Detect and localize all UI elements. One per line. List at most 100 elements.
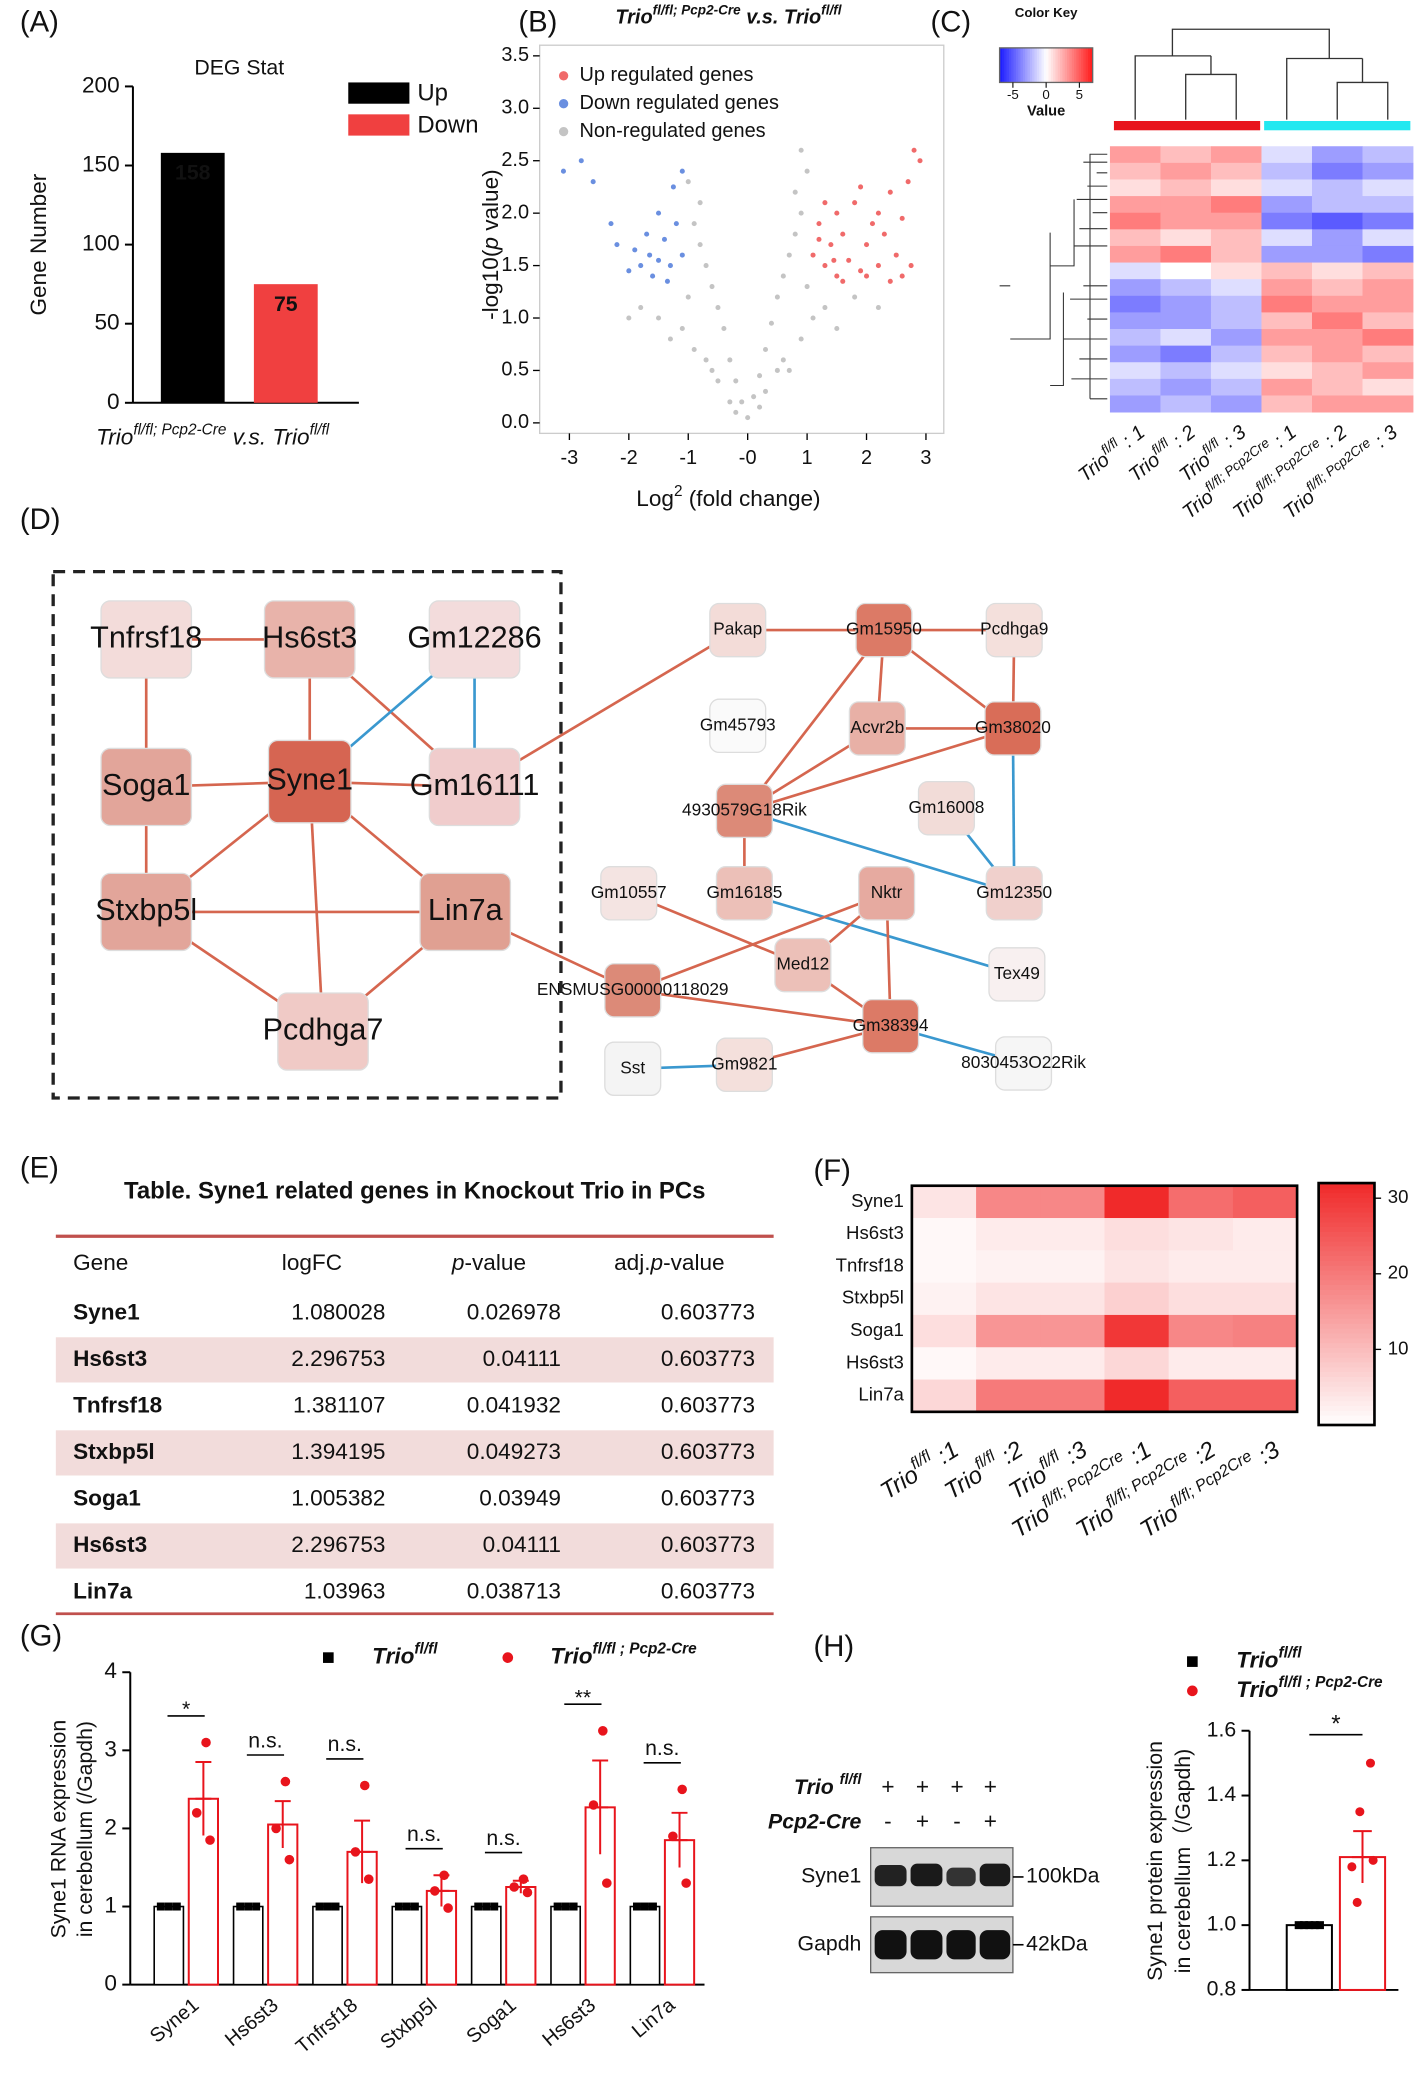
heat-cell [1160,162,1212,180]
heat-cell [1261,245,1313,263]
color-key-step [1055,47,1059,83]
color-key-step [1090,47,1094,83]
table-cell: 1.381107 [293,1392,386,1417]
panel-label: (F) [814,1155,851,1187]
point [834,210,840,216]
blot-row-label: Pcp2-Cre [768,1809,861,1833]
network-node [428,747,521,827]
heat-cell [1261,212,1313,230]
table-cell: 0.603773 [661,1392,755,1417]
heat-cell [1168,1347,1234,1380]
network-node [985,602,1043,658]
color-key-step [1043,47,1047,83]
network-node-label: Gm16185 [706,882,782,902]
x-tick-label: 3 [920,447,931,469]
heat-cell [1311,262,1363,280]
point [869,221,875,227]
network-node [600,866,658,921]
band-name: Gapdh [798,1931,862,1955]
color-key-title: Color Key [1015,5,1078,20]
network-node [709,602,767,658]
point [172,1902,181,1911]
annotation: n.s. [645,1736,679,1760]
group-bar [1113,120,1261,131]
legend-marker [558,99,569,109]
heat-cell [1311,378,1363,396]
y-axis-label: Gene Number [26,173,51,315]
point [590,179,596,185]
colorbar-step [1318,1313,1375,1319]
colorbar-step [1318,1250,1375,1257]
x-axis-label: Triofl/fl; Pcp2-Cre v.s. Triofl/fl [96,421,330,449]
point [780,273,786,279]
point [638,305,644,311]
table-cell: 2.296753 [291,1346,385,1371]
color-key-step [1060,47,1063,83]
blot-sign: + [916,1808,929,1833]
bar [232,1905,264,1986]
point [1310,1921,1319,1930]
color-key-step [1032,47,1035,83]
chart-title-part: v.s. Trio [741,7,821,29]
color-key-step [1062,47,1066,83]
table-cell: 1.394195 [291,1439,385,1464]
network-node [428,600,521,679]
heat-cell [1311,362,1363,380]
network-edge [632,892,888,992]
heat-cell [1362,329,1414,347]
network-node-label: Lin7a [428,893,503,927]
point [762,346,769,352]
heat-cell [1261,362,1313,380]
heat-cell [1261,345,1313,363]
heat-cell [1232,1250,1298,1284]
point [792,189,798,195]
heat-cell [1040,1250,1105,1284]
table-cell: 0.041932 [467,1392,561,1417]
network-node [715,866,773,921]
legend-label-part: fl/fl ; Pcp2-Cre [593,1640,698,1657]
point [691,346,697,352]
point [852,294,858,300]
point [685,179,691,185]
point [792,231,798,237]
bar [505,1886,537,1986]
point [798,210,804,216]
network-node-label: Acvr2b [850,717,904,737]
point [482,1902,491,1911]
heat-cell [1362,378,1414,396]
point [588,1800,599,1810]
colorbar-step [1318,1386,1375,1392]
x-tick-label: -3 [561,447,579,469]
legend-label: Triofl/fl ; Pcp2-Cre [550,1640,697,1668]
point [648,1902,657,1911]
point [679,252,685,258]
blot-row-label-part: fl/fl [840,1772,863,1788]
network-node [855,602,913,658]
point [840,231,846,237]
table-header-part: Gene [73,1250,128,1275]
heat-cell [911,1379,977,1413]
point [681,1878,691,1888]
colorbar-step [1318,1236,1375,1242]
y-tick-label: 3 [104,1736,117,1761]
colorbar-step [1318,1192,1375,1198]
color-key-step [1046,47,1049,83]
point [271,1823,281,1834]
colorbar-step [1318,1197,1375,1203]
bar [1285,1924,1333,1991]
heat-cell [1261,395,1313,413]
color-key-step [1048,47,1052,83]
point [798,147,804,153]
network-node-label: ENSMUSG00000118029 [537,979,729,999]
color-key-step [1011,47,1014,83]
colorbar-tick-label: 20 [1388,1262,1409,1283]
column-label-part: :1 [927,1436,964,1473]
point [490,1902,499,1911]
heat-cell [1109,162,1161,180]
point [715,305,721,311]
network-node-label: Pcdhga9 [980,619,1048,639]
colorbar-step [1318,1376,1375,1382]
network-node-label: Gm15950 [846,619,922,639]
point [908,263,914,269]
table-cell: 1.005382 [291,1485,385,1510]
